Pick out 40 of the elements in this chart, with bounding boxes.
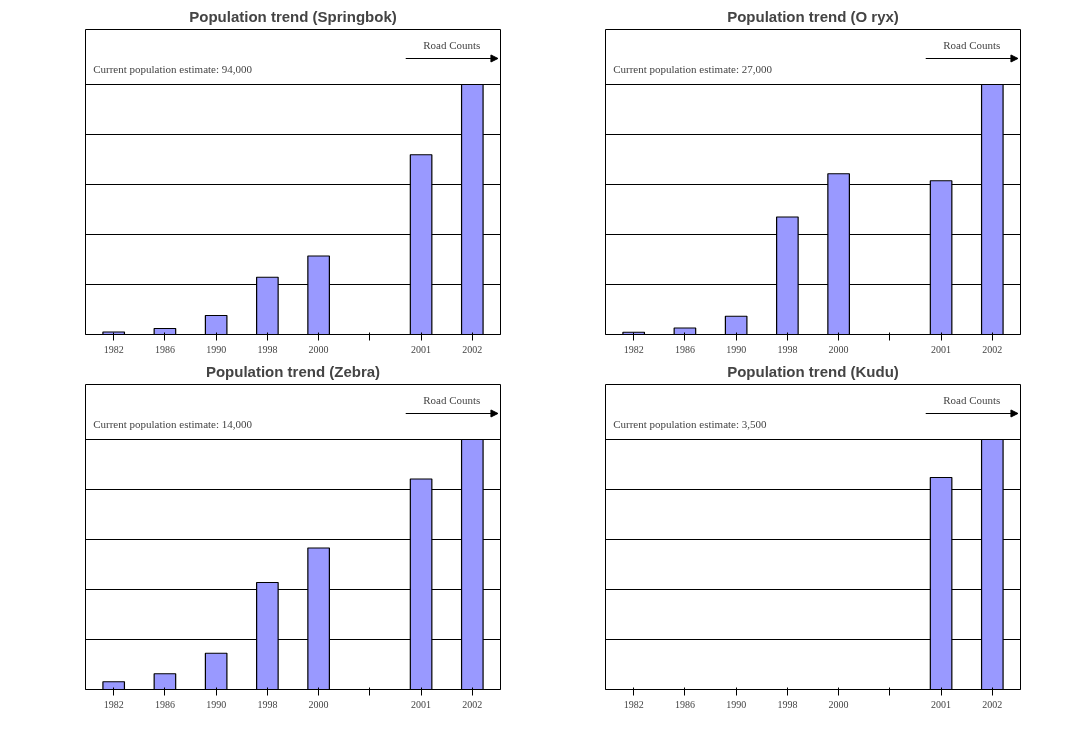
text: Current population estimate: 14,000 — [93, 418, 253, 431]
text: Current population estimate: 94,000 — [93, 63, 253, 76]
x-tick-label: 2001 — [411, 343, 432, 355]
x-tick-label: 1982 — [623, 343, 644, 355]
x-tick-label: 1998 — [777, 698, 798, 710]
x-tick-label: 1998 — [777, 343, 798, 355]
x-tick-label: 1998 — [257, 698, 278, 710]
x-tick-label: 2000 — [828, 698, 849, 710]
text: Road Counts — [423, 393, 481, 406]
chart-title: Population trend (Zebra) — [205, 362, 381, 380]
x-tick-label: 2001 — [411, 698, 432, 710]
chart-title: Population trend (O ryx) — [727, 7, 899, 25]
x-tick-label: 1986 — [674, 698, 695, 710]
text: Current population estimate: 3,500 — [613, 418, 768, 431]
chart-title: Population trend (Springbok) — [189, 7, 397, 25]
x-tick-label: 1986 — [154, 343, 175, 355]
x-tick-label: 2000 — [308, 343, 329, 355]
x-tick-label: 1982 — [103, 698, 124, 710]
text: Road Counts — [943, 38, 1001, 51]
x-tick-label: 2001 — [931, 343, 952, 355]
x-tick-label: 1982 — [103, 343, 124, 355]
x-tick-label: 1982 — [623, 698, 644, 710]
x-tick-label: 2002 — [982, 698, 1003, 710]
x-tick-label: 2000 — [308, 698, 329, 710]
x-tick-label: 2001 — [931, 698, 952, 710]
x-tick-label: 2002 — [462, 343, 483, 355]
x-tick-label: 1986 — [674, 343, 695, 355]
chart-title: Population trend (Kudu) — [727, 362, 899, 380]
x-tick-label: 2002 — [982, 343, 1003, 355]
x-tick-label: 2002 — [462, 698, 483, 710]
text: Road Counts — [943, 393, 1001, 406]
x-tick-label: 2000 — [828, 343, 849, 355]
x-tick-label: 1990 — [726, 343, 747, 355]
x-tick-label: 1986 — [154, 698, 175, 710]
x-tick-label: 1990 — [206, 698, 227, 710]
x-tick-label: 1990 — [726, 698, 747, 710]
text: Road Counts — [423, 38, 481, 51]
x-tick-label: 1990 — [206, 343, 227, 355]
x-tick-label: 1998 — [257, 343, 278, 355]
text: Current population estimate: 27,000 — [613, 63, 773, 76]
